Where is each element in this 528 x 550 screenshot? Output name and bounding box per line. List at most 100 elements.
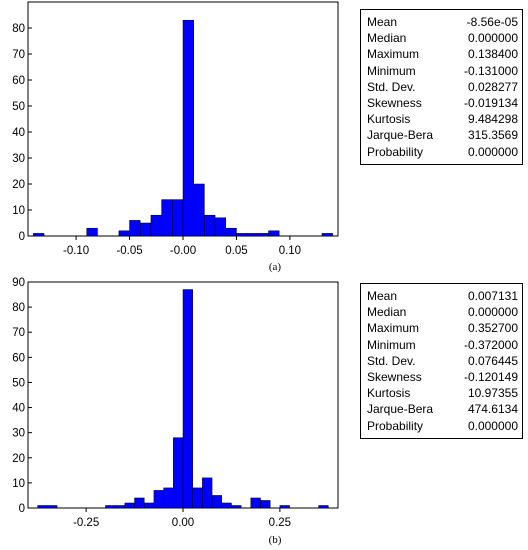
stat-row: Jarque-Bera 315.3569	[367, 127, 518, 143]
stat-value: -0.372000	[463, 337, 518, 352]
stat-row: Kurtosis 10.97355	[367, 385, 518, 401]
stat-row: Median 0.000000	[367, 304, 518, 320]
histogram-bar-b	[37, 505, 48, 509]
stat-value: 0.000000	[467, 418, 518, 433]
y-tick-label-b: 30	[12, 428, 25, 440]
stat-value: 0.007131	[467, 289, 518, 303]
stat-row: Std. Dev. 0.028277	[367, 79, 518, 95]
y-tick-label-b: 10	[12, 478, 25, 490]
y-tick-label-b: 50	[12, 377, 25, 389]
stat-value: -0.120149	[463, 370, 518, 385]
stat-label: Kurtosis	[367, 112, 411, 127]
histogram-bar-a	[150, 214, 162, 237]
x-tick-label-b: 0.00	[172, 517, 194, 529]
histogram-bar-a	[236, 233, 248, 237]
histogram-bar-a	[225, 227, 237, 237]
histogram-bar-a	[33, 233, 45, 237]
y-tick-label-b: 60	[12, 352, 25, 364]
stat-row: Probability 0.000000	[367, 418, 518, 434]
histogram-bar-a	[129, 220, 141, 237]
statistics-box-b: Mean 0.007131 Median 0.000000 Maximum 0.35270…	[360, 283, 523, 439]
stat-label: Minimum	[367, 337, 416, 352]
histogram-bar-a	[118, 230, 130, 237]
histogram-bar-b	[279, 505, 290, 509]
x-tick-label-b: 0.25	[269, 517, 291, 529]
y-tick-label-a: 50	[12, 101, 25, 113]
histogram-bar-a	[193, 183, 205, 237]
histogram-b-plot: 0 10 20 30 40 50 60 70 80 90 -0.25 0.00 0.25 (b)	[12, 277, 339, 546]
histogram-bar-b	[134, 497, 145, 509]
stat-value: 9.484298	[467, 112, 518, 127]
histogram-bar-b	[260, 500, 271, 509]
stat-label: Minimum	[367, 63, 416, 78]
histogram-bar-b	[221, 502, 232, 509]
stat-value: -0.131000	[463, 63, 518, 78]
stat-value: 0.138400	[467, 47, 518, 62]
y-tick-label-b: 40	[12, 403, 25, 415]
stat-value: 0.000000	[467, 31, 518, 46]
stat-row: Minimum -0.372000	[367, 337, 518, 353]
panel-caption-b: (b)	[269, 534, 282, 546]
y-tick-label-a: 30	[12, 153, 25, 165]
histogram-bar-a	[182, 19, 194, 237]
histogram-bar-b	[202, 477, 213, 509]
histogram-bar-b	[144, 502, 155, 509]
histogram-bar-a	[321, 233, 333, 237]
stat-value: 0.028277	[467, 79, 518, 94]
stat-label: Kurtosis	[367, 386, 411, 401]
histogram-bar-b	[318, 505, 329, 509]
y-tick-label-b: 20	[12, 453, 25, 465]
panel-caption-a: (a)	[269, 261, 282, 273]
stat-value: 0.000000	[467, 144, 518, 159]
y-tick-label-b: 70	[12, 327, 25, 339]
stat-label: Std. Dev.	[367, 79, 416, 94]
stat-label: Probability	[367, 144, 424, 159]
stat-value: 474.6134	[467, 402, 518, 417]
histogram-bar-b	[153, 490, 164, 509]
stat-row: Jarque-Bera 474.6134	[367, 401, 518, 417]
histogram-panel-b: 0 10 20 30 40 50 60 70 80 90 -0.25 0.00 0.25 (b) Mean…	[0, 275, 528, 550]
y-tick-label-a: 40	[12, 127, 25, 139]
histogram-bar-a	[139, 222, 152, 237]
stat-value: -8.56e-05	[466, 15, 518, 29]
histogram-panel-a: 0 10 20 30 40 50 60 70 80 -0.10 -0.05 -0.00 0.05 0.10…	[12, 1, 523, 273]
stat-value: -0.019134	[463, 96, 518, 111]
stat-label: Jarque-Bera	[367, 402, 434, 417]
stat-value: 0.352700	[467, 321, 518, 336]
stat-label: Jarque-Bera	[367, 128, 434, 143]
histogram-bar-a	[86, 227, 98, 237]
stat-value: 315.3569	[467, 128, 518, 143]
stat-label: Skewness	[367, 96, 422, 111]
stat-label: Maximum	[367, 47, 420, 62]
histogram-bar-a	[268, 230, 280, 237]
histogram-bar-a	[257, 233, 269, 237]
stat-label: Median	[367, 31, 407, 46]
stat-row: Median 0.000000	[367, 30, 518, 46]
stat-row: Probability 0.000000	[367, 144, 518, 160]
y-tick-label-b: 0	[19, 503, 25, 515]
y-tick-label-a: 80	[12, 23, 25, 35]
stat-value: 0.000000	[467, 305, 518, 320]
stat-label: Maximum	[367, 321, 420, 336]
stat-row: Mean 0.007131	[367, 288, 518, 304]
stat-row: Skewness -0.019134	[367, 95, 518, 111]
histogram-bar-b	[250, 497, 261, 509]
stat-row: Maximum 0.138400	[367, 46, 518, 62]
histogram-bar-a	[161, 199, 173, 237]
y-tick-label-b: 80	[12, 302, 25, 314]
histogram-a-plot: 0 10 20 30 40 50 60 70 80 -0.10 -0.05 -0.00 0.05 0.10…	[12, 1, 339, 273]
y-tick-label-b: 90	[12, 277, 25, 289]
histogram-bar-b	[173, 437, 184, 509]
stat-row: Maximum 0.352700	[367, 320, 518, 336]
stat-label: Median	[367, 305, 407, 320]
histogram-bar-b	[182, 289, 193, 509]
stat-row: Skewness -0.120149	[367, 369, 518, 385]
stat-row: Std. Dev. 0.076445	[367, 353, 518, 369]
histogram-bar-b	[47, 505, 58, 509]
histogram-bar-a	[204, 214, 216, 237]
stat-value: 0.076445	[467, 353, 518, 368]
histogram-bar-b	[105, 505, 116, 509]
histogram-bar-b	[114, 505, 126, 509]
stat-label: Mean	[367, 15, 398, 29]
y-tick-label-a: 60	[12, 75, 25, 87]
